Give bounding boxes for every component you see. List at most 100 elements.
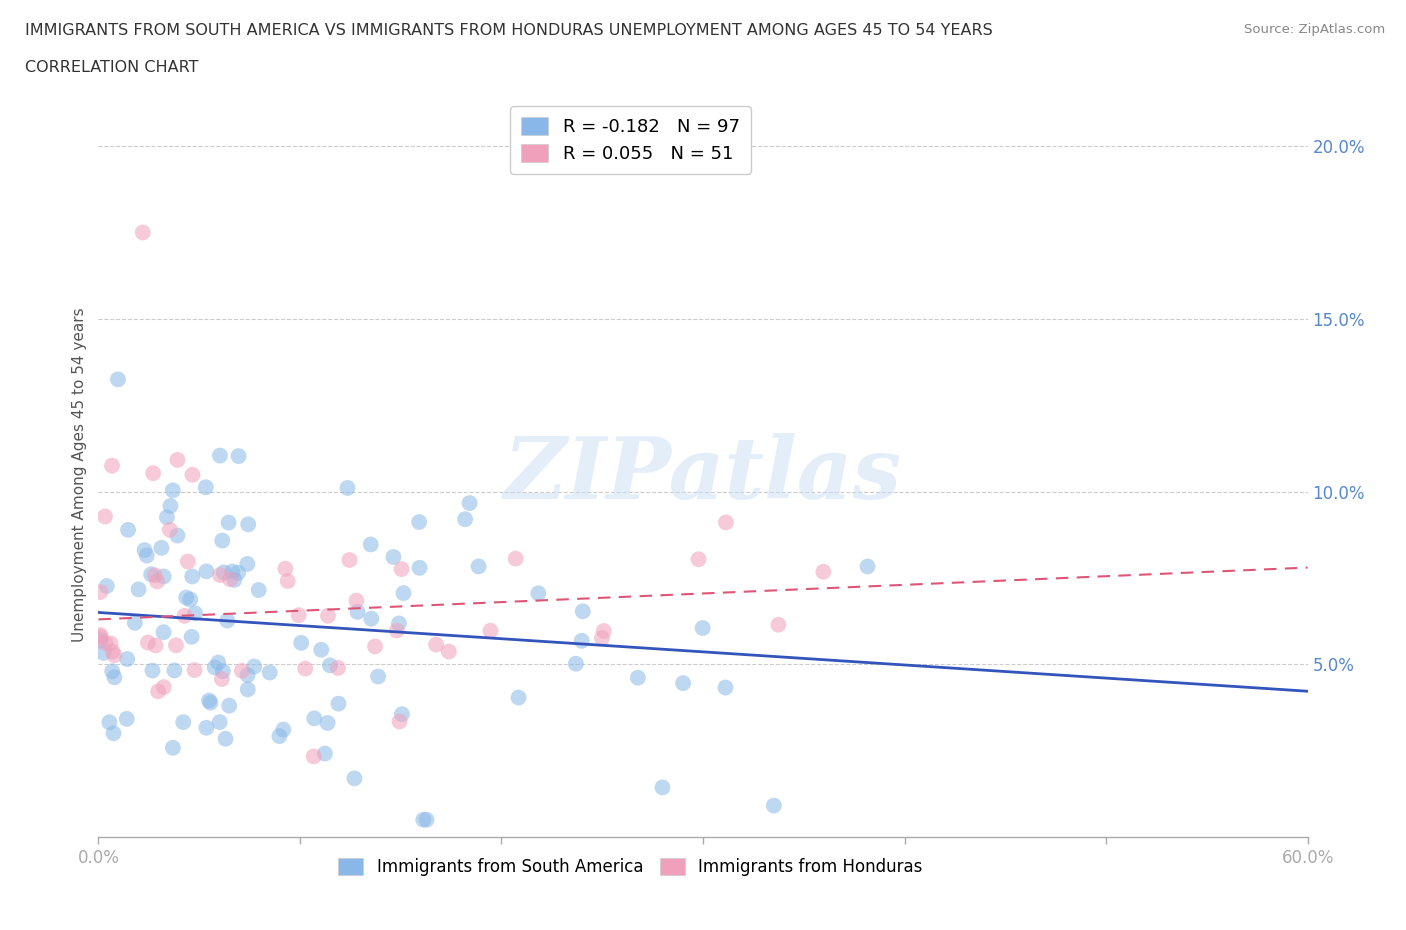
Point [141, 567, 163, 582]
Point [217, 613, 239, 628]
Point [103, 725, 125, 740]
Point [218, 515, 240, 530]
Point [425, 637, 447, 652]
Point [247, 582, 270, 597]
Point [117, 523, 139, 538]
Y-axis label: Unemployment Among Ages 45 to 54 years: Unemployment Among Ages 45 to 54 years [72, 307, 87, 642]
Point [101, 664, 124, 679]
Point [212, 565, 235, 580]
Point [156, 510, 179, 525]
Point [174, 590, 197, 604]
Point [180, 630, 202, 644]
Point [692, 620, 714, 635]
Point [107, 372, 129, 387]
Point [181, 569, 204, 584]
Point [162, 483, 184, 498]
Point [100, 636, 122, 651]
Point [207, 655, 229, 670]
Point [94, 636, 117, 651]
Point [115, 711, 138, 726]
Point [238, 517, 260, 532]
Point [214, 731, 236, 746]
Point [479, 623, 502, 638]
Point [146, 684, 169, 698]
Point [236, 556, 259, 571]
Text: IMMIGRANTS FROM SOUTH AMERICA VS IMMIGRANTS FROM HONDURAS UNEMPLOYMENT AMONG AGE: IMMIGRANTS FROM SOUTH AMERICA VS IMMIGRA… [25, 23, 993, 38]
Point [150, 540, 173, 555]
Point [172, 715, 194, 730]
Point [437, 644, 460, 659]
Point [93, 645, 115, 660]
Point [309, 643, 332, 658]
Point [89, 628, 111, 643]
Point [89, 633, 111, 648]
Point [672, 676, 695, 691]
Point [259, 665, 281, 680]
Point [651, 780, 673, 795]
Point [346, 604, 368, 619]
Point [146, 574, 169, 589]
Point [115, 652, 138, 667]
Point [505, 551, 527, 566]
Point [89, 630, 111, 644]
Point [152, 625, 174, 640]
Point [236, 682, 259, 697]
Point [591, 631, 613, 645]
Point [408, 514, 430, 529]
Point [173, 608, 195, 623]
Legend: Immigrants from South America, Immigrants from Honduras: Immigrants from South America, Immigrant… [332, 852, 929, 883]
Point [364, 639, 387, 654]
Point [218, 698, 240, 713]
Point [415, 812, 437, 827]
Point [762, 798, 785, 813]
Point [103, 648, 125, 663]
Point [103, 670, 125, 684]
Point [388, 714, 411, 729]
Point [221, 564, 243, 578]
Point [571, 604, 593, 618]
Point [527, 586, 550, 601]
Point [159, 523, 181, 538]
Point [211, 533, 233, 548]
Point [159, 498, 181, 513]
Point [211, 671, 233, 686]
Point [688, 551, 710, 566]
Point [714, 515, 737, 530]
Point [385, 623, 408, 638]
Point [565, 657, 588, 671]
Point [96, 578, 118, 593]
Point [183, 662, 205, 677]
Point [302, 749, 325, 764]
Point [714, 680, 737, 695]
Point [163, 663, 186, 678]
Point [856, 559, 879, 574]
Point [236, 668, 259, 683]
Point [273, 722, 295, 737]
Point [277, 574, 299, 589]
Text: CORRELATION CHART: CORRELATION CHART [25, 60, 198, 75]
Point [454, 512, 477, 526]
Point [224, 572, 246, 587]
Point [166, 528, 188, 543]
Point [141, 663, 163, 678]
Point [388, 616, 411, 631]
Point [135, 548, 157, 563]
Point [592, 623, 614, 638]
Point [165, 638, 187, 653]
Point [211, 664, 233, 679]
Point [166, 453, 188, 468]
Point [360, 611, 382, 626]
Point [360, 537, 382, 551]
Point [382, 550, 405, 565]
Point [194, 480, 217, 495]
Text: ZIPatlas: ZIPatlas [503, 432, 903, 516]
Point [209, 567, 232, 582]
Point [336, 481, 359, 496]
Point [314, 746, 336, 761]
Point [627, 671, 650, 685]
Point [226, 565, 249, 580]
Point [571, 633, 593, 648]
Point [98, 715, 121, 730]
Point [316, 608, 339, 623]
Point [208, 714, 231, 729]
